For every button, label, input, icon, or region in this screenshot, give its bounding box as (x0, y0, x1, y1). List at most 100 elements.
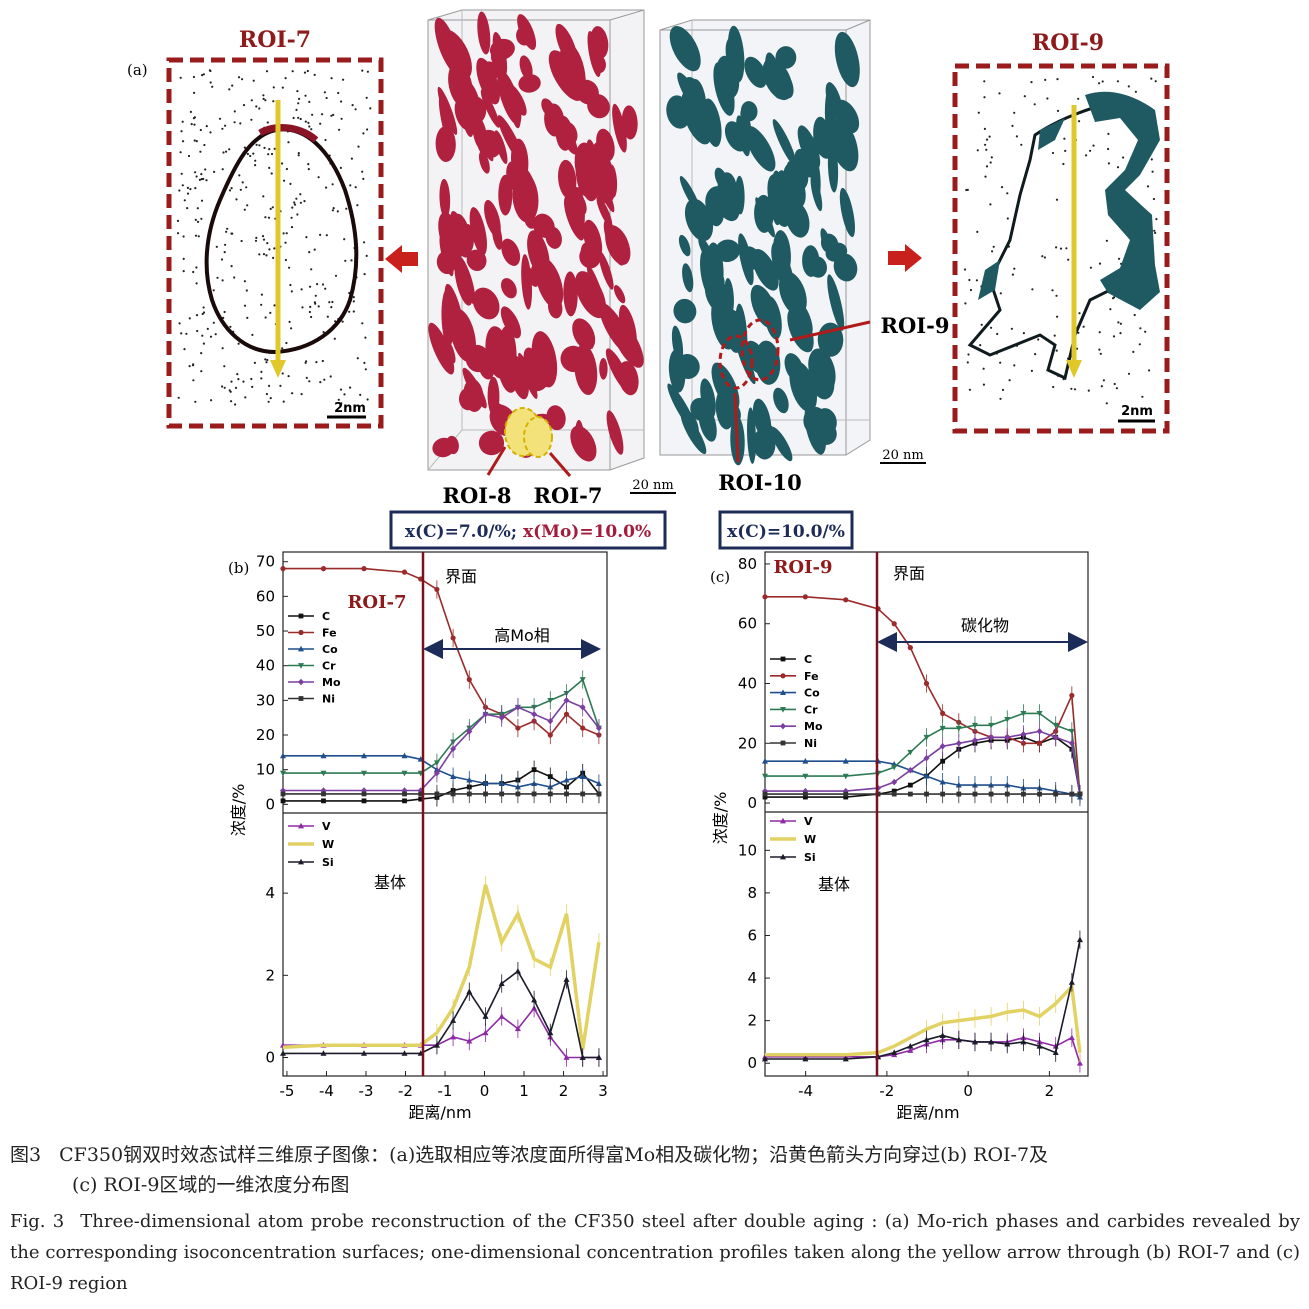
panel-b-legend-upper: C Fe Co Cr Mo Ni (288, 610, 341, 706)
atom-dot (194, 234, 198, 237)
atom-dot (1000, 186, 1004, 189)
atom-dot (308, 251, 311, 254)
marker-ni (1069, 791, 1075, 797)
marker-si (891, 1049, 898, 1055)
iso-surface-blob (776, 170, 787, 191)
marker-ni (450, 791, 456, 797)
atom-dot (983, 127, 987, 130)
atom-dot (188, 317, 191, 320)
atom-dot (254, 164, 257, 167)
atom-dot (1101, 80, 1104, 83)
y-tick-label: 20 (738, 734, 757, 752)
iso-surface-blob (462, 332, 473, 358)
marker-fe (802, 594, 808, 600)
atom-dot (1001, 388, 1005, 391)
y-tick-label: 80 (738, 555, 757, 573)
atom-dot (1078, 120, 1081, 123)
marker-si (955, 1036, 962, 1043)
atom-dot (306, 69, 309, 73)
atom-dot (202, 73, 205, 76)
atom-dot (281, 86, 284, 89)
iso-surface-blob (531, 331, 558, 388)
marker-si (482, 1013, 489, 1019)
legend-label-v: V (804, 815, 813, 828)
atom-dot (1006, 192, 1009, 195)
atom-dot (284, 241, 287, 244)
atom-dot (200, 370, 203, 373)
atom-dot (1134, 90, 1137, 93)
iso-surface-blob (599, 303, 632, 354)
atom-dot (258, 144, 261, 147)
atom-dot (267, 216, 271, 219)
atom-dot (180, 332, 183, 335)
marker-ni (298, 696, 304, 701)
atom-dot (1062, 162, 1065, 166)
atom-dot (229, 325, 232, 328)
iso-surface-blob (735, 175, 745, 215)
scale-2nm-left-label: 2nm (334, 401, 366, 416)
atom-dot (196, 207, 199, 210)
marker-cr (762, 773, 768, 780)
atom-dot (226, 227, 229, 230)
marker-cr (280, 770, 286, 777)
atom-dot (1098, 348, 1101, 351)
iso-surface-blob (487, 376, 500, 416)
atom-dot (1115, 387, 1118, 390)
iso-surface-blob (834, 31, 860, 88)
marker-fe (401, 569, 408, 575)
atom-dot (202, 177, 205, 181)
marker-ni (762, 791, 768, 797)
roi9-carbide-fragment (978, 260, 1000, 300)
panel-b-interface-label: 界面 (445, 567, 477, 586)
atom-dot (1023, 95, 1026, 98)
figure-canvas: (a) ROI-7 2nm ROI-8 ROI-7 20 nm RO (127, 9, 1170, 1122)
marker-fe (547, 732, 553, 738)
iso-surface-blob (684, 198, 714, 242)
atom-dot (352, 300, 355, 303)
atom-dot (1015, 135, 1019, 138)
scale-20nm-left-label: 20 nm (632, 478, 673, 493)
atom-dot (198, 178, 201, 181)
atom-dot (328, 301, 331, 304)
atom-dot (258, 107, 261, 110)
roi7-yellow-arrowhead (270, 360, 286, 378)
red-arrow-left (385, 245, 418, 273)
x-tick-label: 2 (1045, 1082, 1055, 1100)
marker-ni (434, 791, 440, 797)
iso-surface-blob (575, 271, 607, 319)
atom-dot (1055, 294, 1058, 297)
atom-dot (980, 323, 983, 326)
legend-label-co: Co (804, 687, 820, 700)
atom-dot (234, 403, 237, 406)
atom-dot (1056, 315, 1059, 318)
marker-v (466, 1037, 473, 1044)
x-tick-label: -5 (279, 1082, 294, 1100)
iso-surface-blob (462, 367, 487, 409)
iso-right-label: x(C)=10.0/% (727, 522, 845, 542)
series-line-w (282, 884, 601, 1050)
iso-surface-blob (586, 139, 597, 163)
x-tick-label: 1 (519, 1082, 529, 1100)
marker-v (514, 1025, 521, 1032)
atom-dot (1102, 379, 1105, 382)
atom-dot (1013, 111, 1016, 114)
roi9-label: ROI-9 (881, 313, 950, 338)
marker-si (988, 1038, 995, 1045)
atom-dot (966, 361, 969, 364)
y-tick-label: 40 (738, 674, 757, 692)
atom-dot (251, 333, 254, 336)
atom-dot (212, 321, 215, 324)
marker-ni (466, 791, 472, 797)
roi8-pointer (486, 446, 507, 476)
atom-dot (221, 168, 224, 171)
iso-surface-blob (765, 52, 783, 99)
marker-co (320, 752, 327, 759)
atom-dot (1022, 332, 1025, 335)
marker-si (433, 1041, 440, 1048)
atom-dot (285, 232, 288, 235)
marker-ni (972, 791, 978, 797)
atom-dot (262, 94, 265, 97)
atom-dot (241, 78, 244, 81)
roi9-red-marker (740, 318, 780, 382)
atom-dot (190, 123, 193, 126)
